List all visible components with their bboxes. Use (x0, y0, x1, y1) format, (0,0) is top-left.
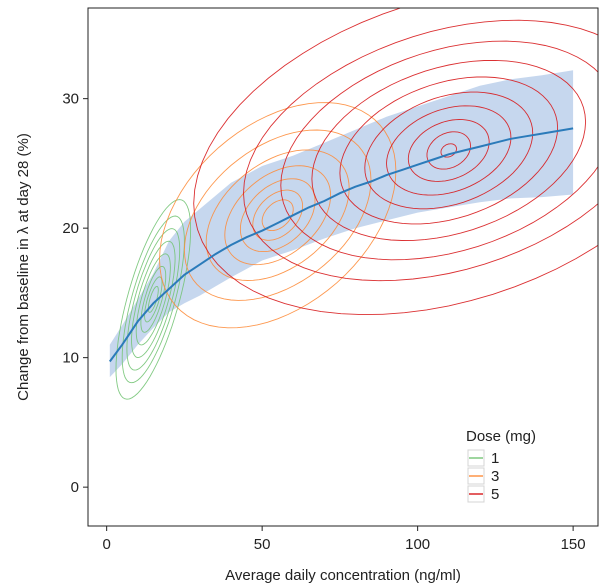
contour-dose-5-level-9 (426, 131, 471, 170)
contour-dose-5-level-8 (407, 119, 490, 182)
legend: Dose (mg) 135 (466, 428, 536, 503)
contour-dose-1-level-6 (140, 265, 167, 333)
series-line-1 (108, 127, 574, 363)
contour-dose-1-level-1 (115, 199, 192, 400)
y-axis-label: Change from baseline in λ at day 28 (%) (15, 133, 32, 401)
y-tick-label: 20 (62, 220, 79, 237)
x-tick-label: 0 (102, 536, 110, 553)
x-axis-label: Average daily concentration (ng/ml) (225, 567, 461, 584)
contour-dose-1-level-3 (126, 228, 181, 371)
legend-label-3: 3 (491, 468, 499, 485)
contour-dose-5-level-1 (193, 8, 598, 316)
contour-dose-3-level-7 (261, 199, 294, 232)
contour-dose-3-level-4 (224, 165, 332, 266)
x-tick-label: 50 (254, 536, 271, 553)
contour-dose-3-level-3 (205, 149, 350, 281)
y-tick-label: 30 (62, 91, 79, 108)
contour-dose-1-level-5 (135, 253, 171, 346)
contour-dose-5-level-10 (440, 143, 457, 158)
contour-dose-1-level-4 (131, 240, 176, 358)
x-tick-label: 100 (405, 536, 430, 553)
plot-frame (87, 7, 599, 527)
contour-dose-3-level-6 (252, 189, 304, 241)
y-tick-label: 10 (62, 350, 79, 367)
x-tick-label: 150 (561, 536, 586, 553)
contour-dose-5-level-3 (280, 40, 598, 261)
contour-dose-1-level-7 (144, 276, 163, 323)
contour-dose-5-level-2 (243, 19, 598, 282)
legend-label-1: 1 (491, 450, 499, 467)
contour-dose-3-level-2 (183, 129, 372, 301)
contour-dose-5-level-7 (386, 105, 512, 196)
legend-title: Dose (mg) (466, 428, 536, 445)
contour-dose-3-level-1 (159, 102, 397, 329)
contour-dose-5-level-4 (311, 59, 587, 241)
contour-dose-1-level-2 (121, 215, 185, 384)
contour-dose-3-level-5 (239, 178, 316, 253)
legend-label-5: 5 (491, 486, 499, 503)
contour-dose-5-level-5 (339, 76, 559, 225)
contour-dose-5-level-6 (364, 91, 534, 210)
confidence-band (109, 70, 574, 378)
y-tick-label: 0 (71, 479, 79, 496)
